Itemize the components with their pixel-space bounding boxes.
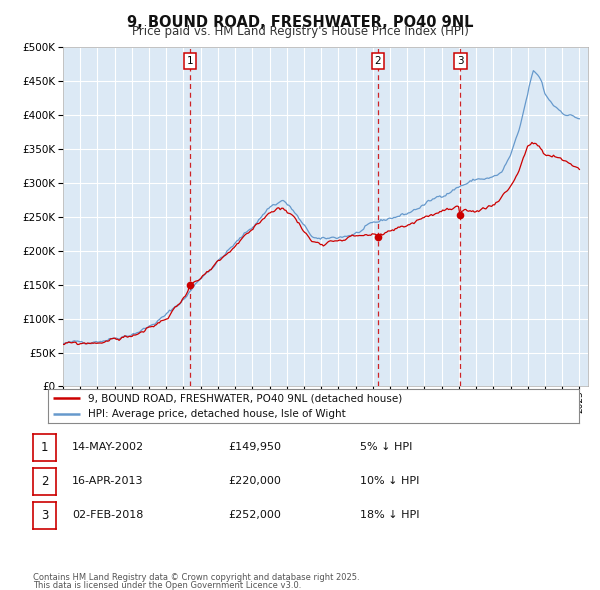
Text: £252,000: £252,000 [228,510,281,520]
Text: 5% ↓ HPI: 5% ↓ HPI [360,442,412,451]
Text: 3: 3 [457,56,464,65]
Text: 2: 2 [41,475,48,488]
Text: £220,000: £220,000 [228,476,281,486]
Text: 9, BOUND ROAD, FRESHWATER, PO40 9NL (detached house): 9, BOUND ROAD, FRESHWATER, PO40 9NL (det… [88,393,402,403]
Text: 10% ↓ HPI: 10% ↓ HPI [360,476,419,486]
Text: 9, BOUND ROAD, FRESHWATER, PO40 9NL: 9, BOUND ROAD, FRESHWATER, PO40 9NL [127,15,473,30]
Text: 18% ↓ HPI: 18% ↓ HPI [360,510,419,520]
Text: 1: 1 [187,56,193,65]
Text: Price paid vs. HM Land Registry's House Price Index (HPI): Price paid vs. HM Land Registry's House … [131,25,469,38]
Text: 2: 2 [374,56,381,65]
Text: 16-APR-2013: 16-APR-2013 [72,476,143,486]
Text: 1: 1 [41,441,48,454]
Text: HPI: Average price, detached house, Isle of Wight: HPI: Average price, detached house, Isle… [88,409,346,419]
Text: £149,950: £149,950 [228,442,281,451]
Text: Contains HM Land Registry data © Crown copyright and database right 2025.: Contains HM Land Registry data © Crown c… [33,572,359,582]
Text: 3: 3 [41,509,48,522]
Text: 02-FEB-2018: 02-FEB-2018 [72,510,143,520]
Text: 14-MAY-2002: 14-MAY-2002 [72,442,144,451]
Text: This data is licensed under the Open Government Licence v3.0.: This data is licensed under the Open Gov… [33,581,301,590]
